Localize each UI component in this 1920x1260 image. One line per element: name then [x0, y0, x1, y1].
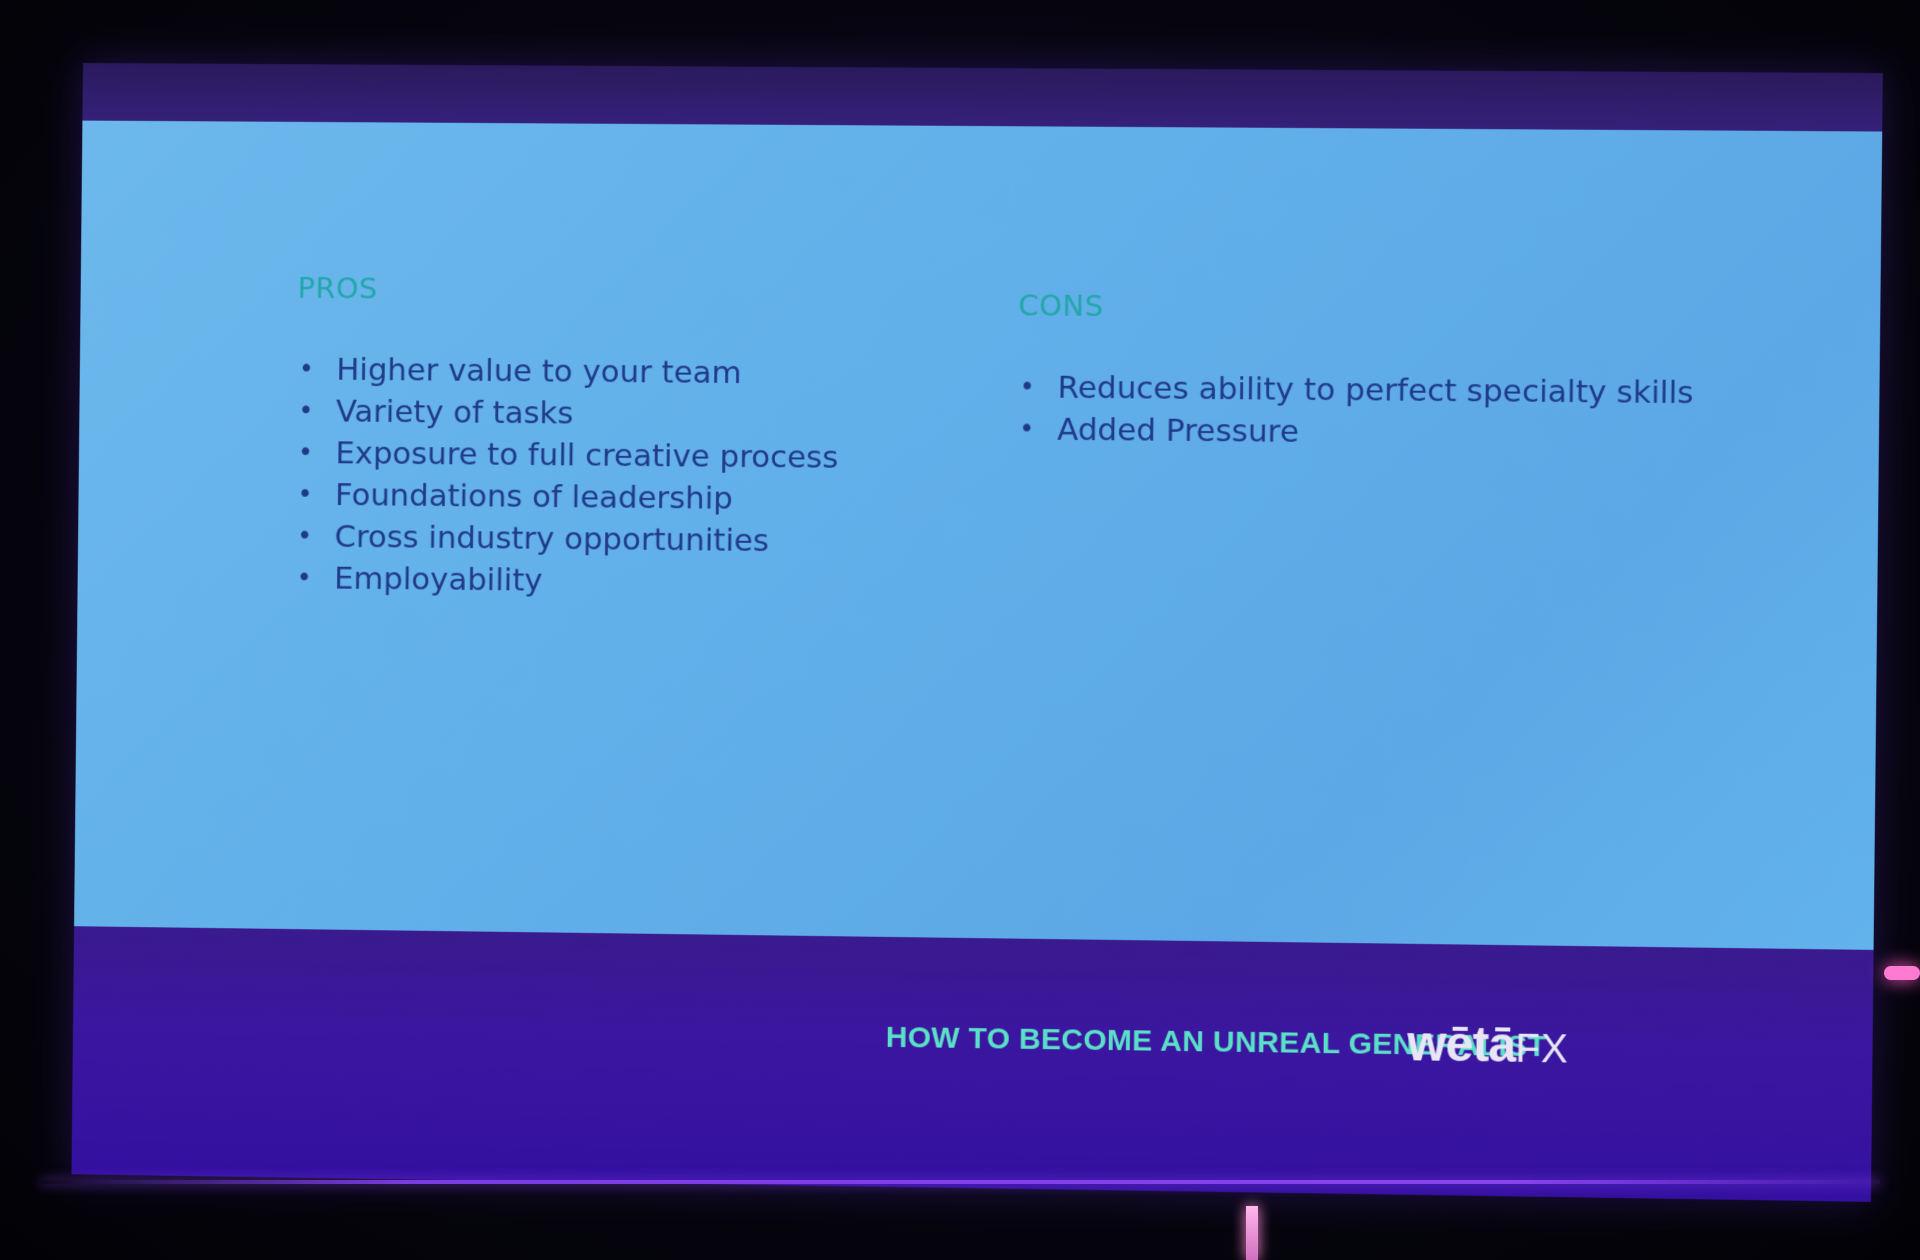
list-item: • Employability — [294, 557, 837, 604]
bullet-icon: • — [298, 390, 314, 432]
stage-light-strip — [40, 1180, 1880, 1184]
list-item: • Variety of tasks — [296, 390, 839, 437]
bullet-icon: • — [297, 516, 313, 558]
cons-item-text: Reduces ability to perfect specialty ski… — [1057, 370, 1693, 411]
pros-item-text: Variety of tasks — [336, 394, 574, 432]
bullet-icon: • — [296, 557, 312, 599]
cons-column: CONS • Reduces ability to perfect special… — [1017, 288, 1695, 456]
slide-content: PROS • Higher value to your team • Variety… — [74, 121, 1882, 950]
list-item: • Reduces ability to perfect specialty sk… — [1017, 366, 1693, 414]
list-item: • Exposure to full creative process — [296, 432, 839, 479]
list-item: • Higher value to your team — [297, 349, 840, 395]
pros-item-text: Cross industry opportunities — [334, 519, 769, 559]
pros-item-text: Exposure to full creative process — [335, 435, 838, 475]
pros-heading: PROS — [297, 271, 840, 309]
pros-item-text: Employability — [334, 561, 543, 599]
bullet-icon: • — [297, 474, 313, 516]
bullet-icon: • — [299, 349, 315, 391]
pros-list: • Higher value to your team • Variety of t… — [294, 349, 839, 605]
side-light — [1884, 966, 1920, 980]
bullet-icon: • — [298, 432, 314, 474]
stand-light — [1246, 1206, 1258, 1260]
list-item: • Cross industry opportunities — [295, 516, 838, 563]
slide-footer: HOW TO BECOME AN UNREAL GENERALIST wētāF… — [71, 926, 1873, 1202]
logo-word: wētā — [1407, 1015, 1516, 1073]
pros-item-text: Foundations of leadership — [335, 477, 733, 517]
list-item: • Foundations of leadership — [295, 474, 838, 521]
list-item: • Added Pressure — [1017, 408, 1693, 456]
cons-list: • Reduces ability to perfect specialty sk… — [1017, 366, 1694, 456]
cons-item-text: Added Pressure — [1057, 412, 1299, 450]
projection-screen: PROS • Higher value to your team • Variety… — [71, 63, 1882, 1202]
weta-fx-logo: wētāFX — [1407, 1018, 1569, 1075]
pros-column: PROS • Higher value to your team • Variety… — [294, 271, 840, 605]
bullet-icon: • — [1019, 366, 1035, 408]
cons-heading: CONS — [1018, 288, 1694, 327]
pros-item-text: Higher value to your team — [336, 352, 742, 391]
logo-suffix: FX — [1515, 1027, 1569, 1072]
bullet-icon: • — [1019, 408, 1035, 450]
